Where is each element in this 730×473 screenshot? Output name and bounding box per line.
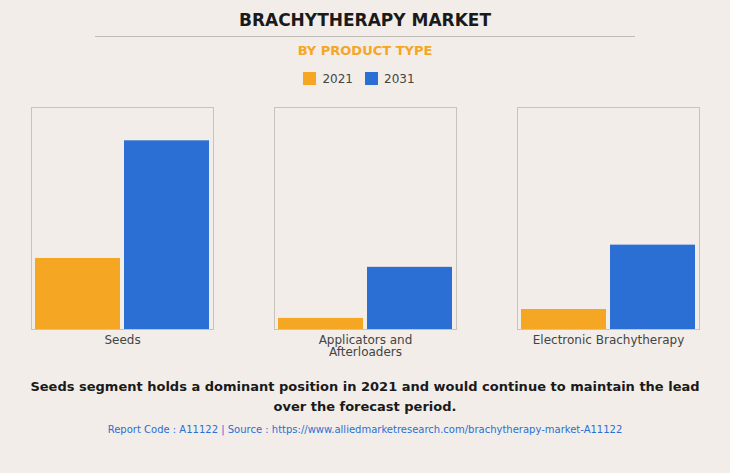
html-text:2021: 2021: [322, 71, 353, 86]
html-text:Seeds segment holds a dominant: Seeds segment holds a dominant position …: [30, 379, 700, 414]
html-text:BY PRODUCT TYPE: BY PRODUCT TYPE: [297, 43, 433, 58]
html-text:BRACHYTHERAPY MARKET: BRACHYTHERAPY MARKET: [238, 10, 492, 30]
html-text:2031: 2031: [384, 71, 415, 86]
svg-text:Electronic Brachytherapy: Electronic Brachytherapy: [533, 333, 685, 347]
html-text:Report Code : A11122 | Source: Report Code : A11122 | Source : https://…: [107, 424, 623, 435]
svg-text:Seeds: Seeds: [104, 333, 140, 347]
svg-text:Applicators andAfterloaders: Applicators andAfterloaders: [319, 333, 413, 359]
